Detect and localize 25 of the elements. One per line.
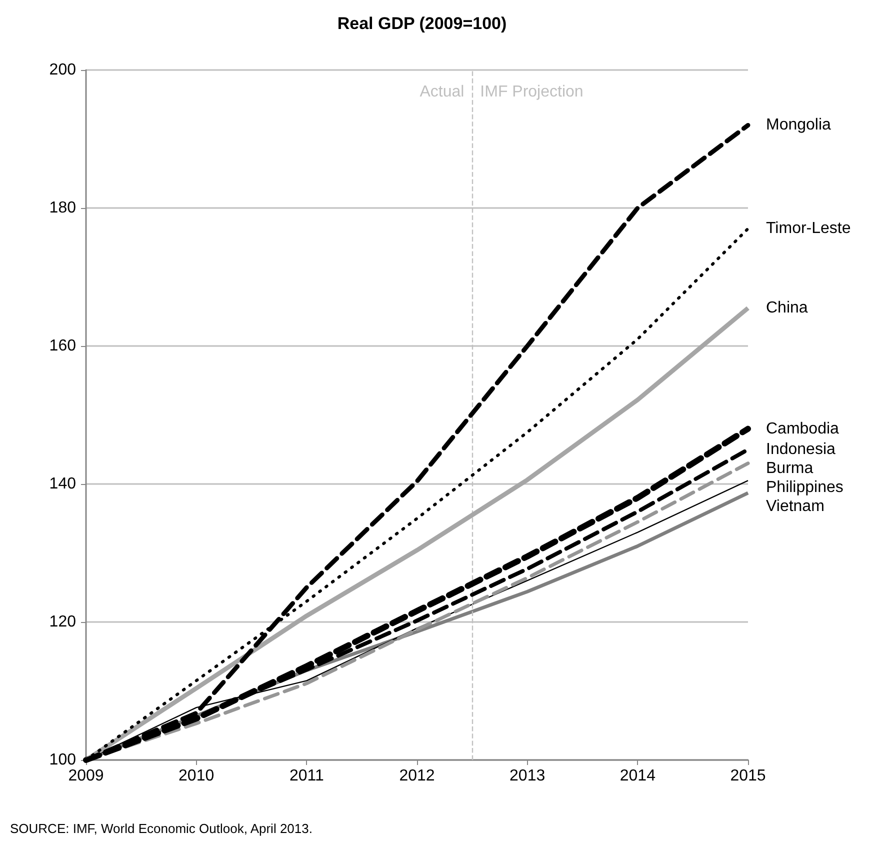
y-tick-label: 140 [49,476,76,492]
x-tick-label: 2013 [510,768,546,784]
x-tick-label: 2010 [178,768,214,784]
x-tick-label: 2014 [620,768,656,784]
series-label: Cambodia [766,420,840,438]
annotation: Actual [420,84,464,100]
x-tick-label: 2015 [730,768,766,784]
y-tick-label: 180 [49,200,76,216]
series-label: Philippines [766,479,844,496]
x-tick-label: 2011 [289,768,324,784]
series-label: Indonesia [766,441,836,458]
series-label: Timor-Leste [766,220,851,238]
x-tick-label: 2009 [68,768,104,784]
annotation: IMF Projection [480,84,584,100]
series-label: China [766,300,808,317]
series-label: Vietnam [766,498,824,515]
y-tick-label: 160 [49,338,76,354]
chart-title: Real GDP (2009=100) [337,14,507,33]
x-tick-label: 2012 [399,768,435,784]
y-tick-label: 100 [49,752,76,768]
series-label: Burma [766,460,814,477]
y-tick-label: 120 [49,614,76,630]
series-label: Mongolia [766,116,832,134]
source-note: SOURCE: IMF, World Economic Outlook, April 2013. [10,821,312,836]
y-tick-label: 200 [49,62,76,78]
